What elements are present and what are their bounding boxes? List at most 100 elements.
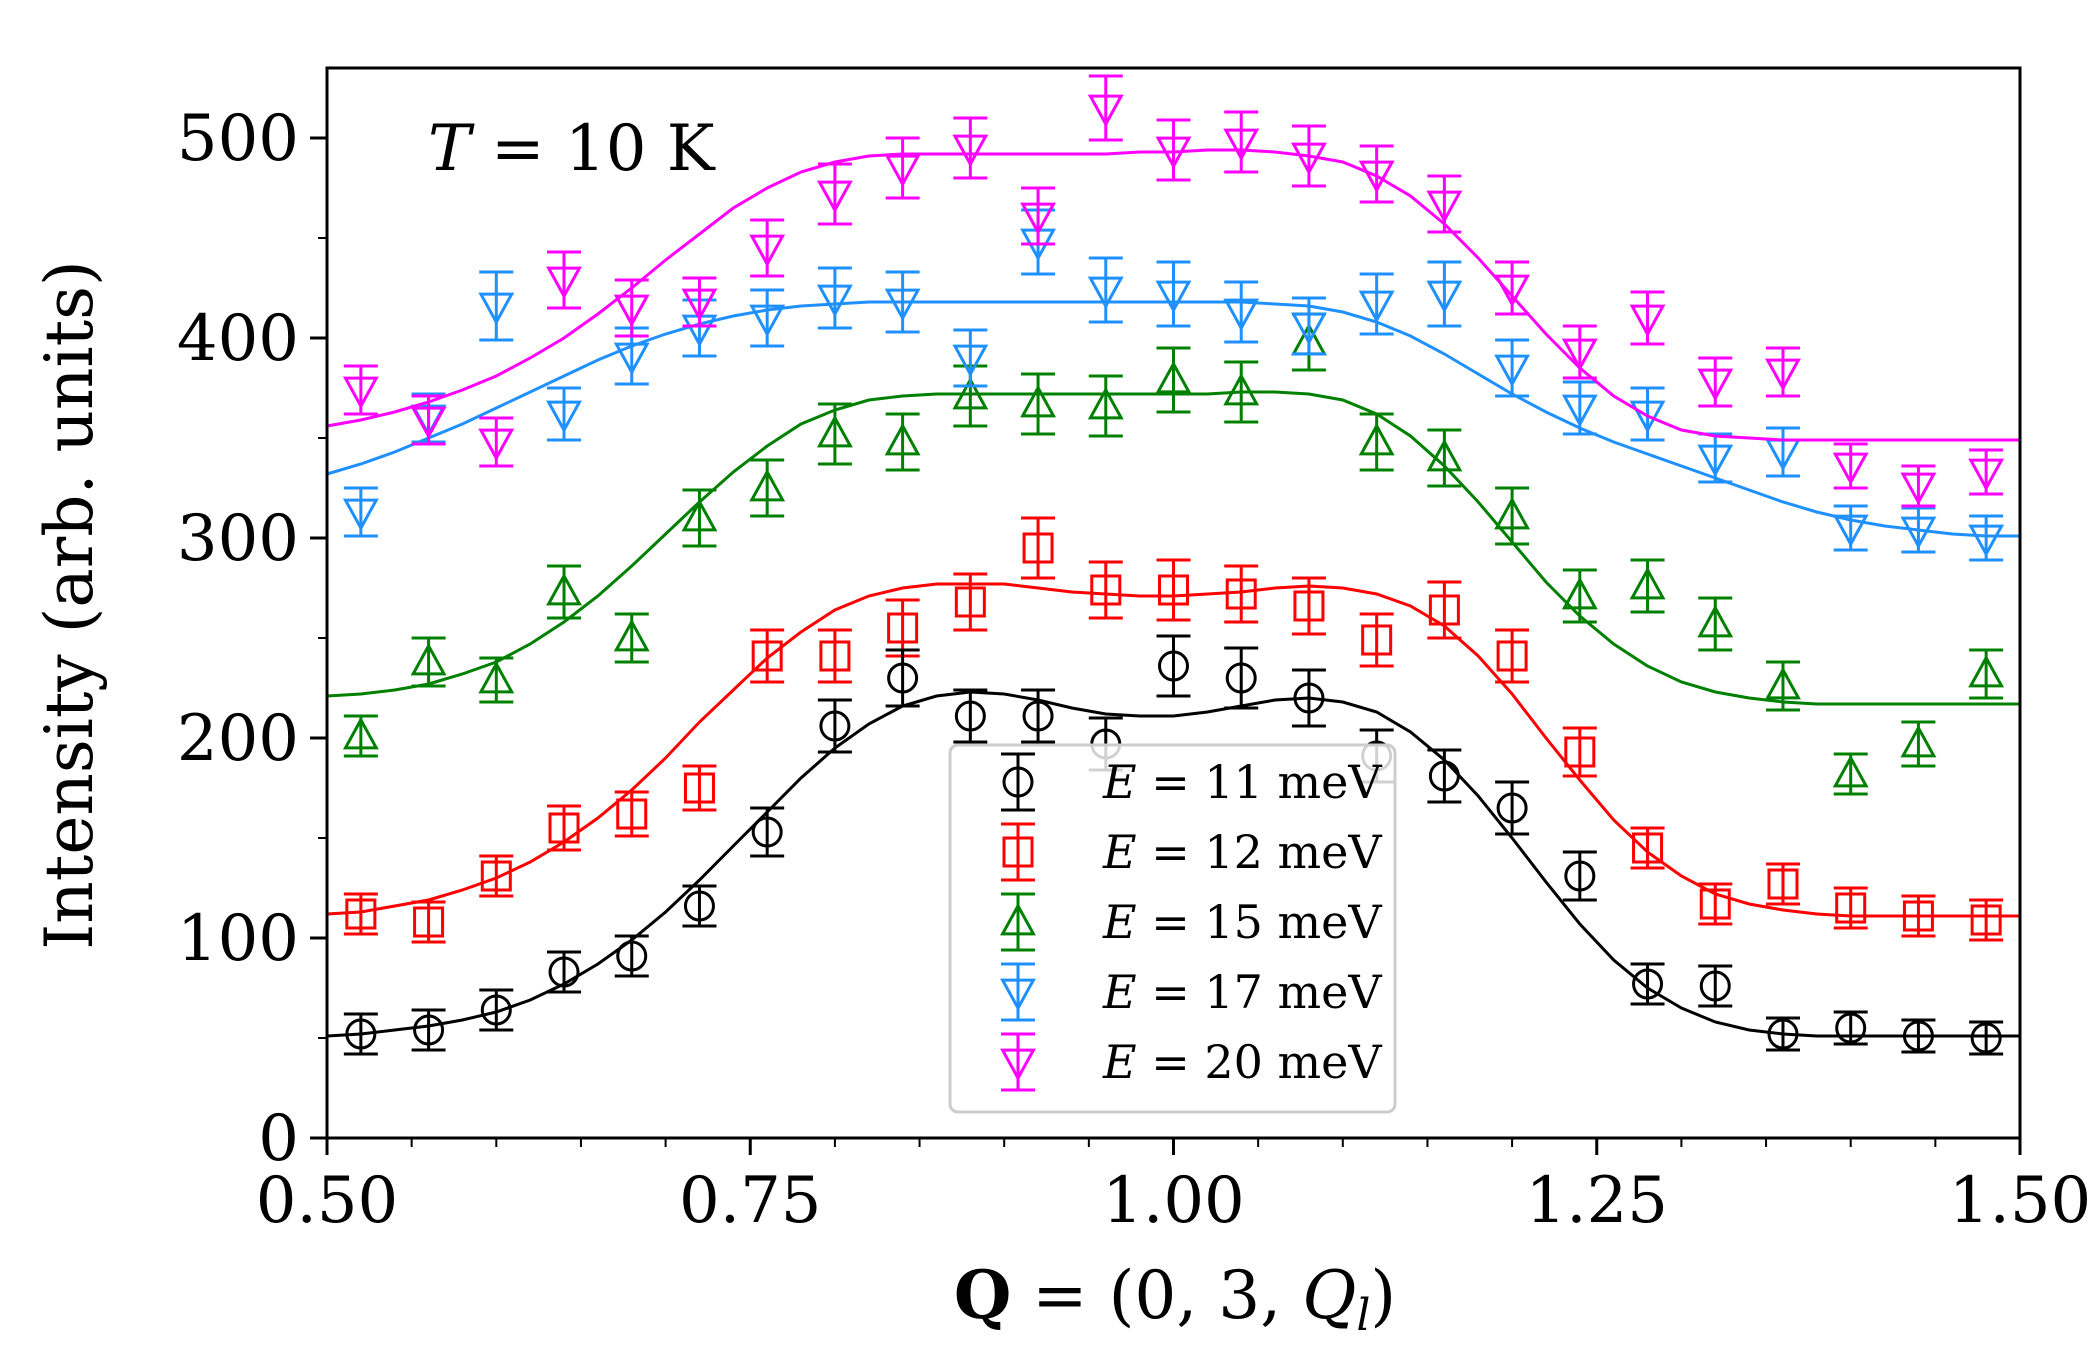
- data-point: [751, 816, 783, 848]
- data-point: [613, 294, 650, 328]
- data-point: [681, 288, 718, 322]
- data-point: [1428, 594, 1460, 626]
- data-point: [1767, 1018, 1799, 1050]
- data-point: [1496, 640, 1528, 672]
- data-point: [749, 234, 786, 268]
- data-point: [884, 154, 921, 188]
- data-point: [954, 700, 986, 732]
- legend-label-value: = 17 meV: [1137, 965, 1383, 1019]
- legend-item: E = 17 meV: [1000, 962, 1382, 1022]
- data-point: [952, 134, 989, 168]
- data-point: [1632, 968, 1664, 1000]
- data-point: [1158, 574, 1189, 606]
- data-point: [1564, 860, 1596, 892]
- data-point: [749, 468, 786, 502]
- data-point: [1629, 304, 1666, 338]
- data-point: [1223, 298, 1260, 332]
- data-point: [1291, 142, 1327, 176]
- data-point: [1158, 650, 1189, 682]
- data-point: [1832, 754, 1869, 788]
- data-point: [1358, 290, 1395, 324]
- fit-line: [326, 690, 2020, 1038]
- data-point: [345, 898, 377, 930]
- data-point: [1428, 760, 1460, 792]
- data-point: [751, 640, 783, 672]
- data-point: [1223, 372, 1260, 406]
- data-point: [1970, 904, 2002, 936]
- legend-label-var: E: [1102, 1035, 1137, 1089]
- data-point: [342, 716, 379, 750]
- data-point: [1632, 832, 1664, 864]
- data-point: [1020, 384, 1056, 418]
- data-point: [884, 288, 921, 322]
- data-point: [345, 1018, 377, 1050]
- x-tick-label: 1.50: [1949, 1164, 2092, 1238]
- data-point: [1902, 900, 1934, 932]
- data-point: [683, 772, 715, 804]
- legend-label: E = 12 meV: [1102, 825, 1382, 879]
- data-point: [1835, 892, 1867, 924]
- data-point: [1022, 532, 1054, 564]
- data-point: [1087, 386, 1124, 420]
- data-point: [478, 428, 515, 462]
- data-point: [1832, 514, 1869, 548]
- data-point: [1699, 888, 1731, 920]
- data-point: [546, 266, 582, 300]
- data-point: [681, 498, 718, 532]
- legend-label: E = 20 meV: [1102, 1035, 1382, 1089]
- data-point: [1767, 868, 1799, 900]
- data-point: [952, 376, 989, 410]
- data-point: [884, 422, 921, 456]
- data-point: [1155, 136, 1192, 170]
- data-point: [1022, 700, 1054, 732]
- x-axis-label-close: ): [1370, 1257, 1396, 1334]
- data-point: [1426, 190, 1463, 224]
- data-point: [413, 1014, 445, 1046]
- legend-label: E = 17 meV: [1102, 965, 1382, 1019]
- data-point: [410, 642, 447, 676]
- y-tick-label: 200: [177, 702, 299, 776]
- data-point: [546, 572, 582, 606]
- x-axis-label-main: = (0, 3,: [1011, 1257, 1302, 1334]
- data-point: [952, 344, 989, 378]
- x-axis-label-bold: Q: [954, 1256, 1012, 1334]
- legend-marker: [1000, 978, 1036, 1012]
- temperature-annotation-var: T: [428, 112, 475, 186]
- legend-label-var: E: [1102, 755, 1137, 809]
- data-point: [887, 612, 919, 644]
- legend-item: E = 11 meV: [1001, 752, 1383, 812]
- data-point: [1900, 516, 1937, 550]
- fit-line: [326, 300, 2020, 538]
- data-point: [1087, 94, 1124, 128]
- data-point: [480, 994, 512, 1026]
- data-point: [478, 292, 515, 326]
- data-point: [1629, 400, 1666, 434]
- data-point: [816, 180, 853, 214]
- x-axis-label: Q = (0, 3, Ql): [954, 1256, 1396, 1341]
- legend-label-value: = 11 meV: [1137, 755, 1383, 809]
- data-point: [480, 860, 512, 892]
- legend-label-var: E: [1102, 825, 1137, 879]
- data-point: [954, 586, 986, 618]
- legend-label-value: = 15 meV: [1137, 895, 1383, 949]
- legend-box: [948, 743, 1397, 1114]
- data-point: [613, 342, 650, 376]
- data-point: [1358, 160, 1395, 194]
- y-tick-label: 500: [177, 102, 299, 176]
- data-point: [1494, 274, 1531, 308]
- x-tick-label: 0.75: [679, 1164, 822, 1238]
- data-point: [1293, 682, 1325, 714]
- legend-marker: [1002, 766, 1034, 798]
- data-point: [819, 640, 851, 672]
- data-point: [1697, 604, 1734, 638]
- data-point: [819, 710, 851, 742]
- data-point: [1561, 394, 1598, 428]
- data-point: [342, 498, 379, 532]
- legend-label-var: E: [1102, 895, 1137, 949]
- data-point: [1020, 202, 1056, 236]
- y-tick-label: 0: [258, 1102, 299, 1176]
- legend-label: E = 15 meV: [1102, 895, 1382, 949]
- series-group: [326, 208, 2020, 562]
- legend-item: E = 12 meV: [1001, 822, 1382, 882]
